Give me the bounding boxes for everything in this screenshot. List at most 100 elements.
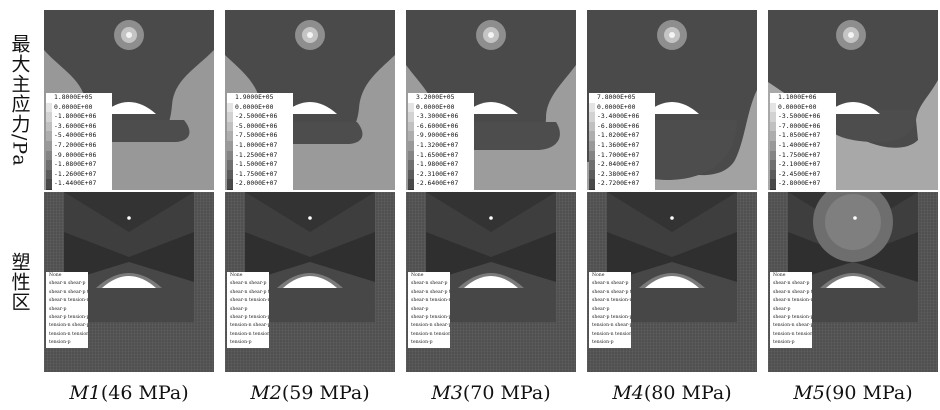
row-label-stress: 最大主应力/Pa — [8, 33, 31, 167]
legend-value: -2.7200E+07 — [597, 179, 640, 188]
row-label-plastic: 塑性区 — [8, 252, 31, 312]
legend-value: -1.0800E+07 — [54, 160, 97, 169]
plastic-legend-entry: tension-n shear-p tension-p — [411, 323, 450, 329]
legend-swatch — [46, 93, 52, 103]
stress-legend-entry: -9.0000E+06 — [46, 150, 112, 161]
plastic-panel-m1: None shear-n shear-p shear-n shear-p tensi… — [44, 192, 214, 372]
legend-swatch — [589, 140, 595, 151]
plastic-legend-entry: None — [49, 273, 62, 278]
legend-value: -3.5000E+06 — [778, 112, 821, 121]
legend-value: -1.7500E+07 — [778, 150, 821, 159]
legend-swatch — [770, 93, 776, 103]
stress-legend-entry: -2.9700E+07 — [408, 188, 474, 190]
stress-legend-entry: 7.8000E+05 — [589, 93, 655, 103]
plastic-legend-entry: tension-n tension-p — [592, 331, 631, 337]
panel-caption: M1(46 MPa) — [44, 382, 214, 404]
stress-panel-m2: 1.9000E+05 0.0000E+00 -2.5000E+06 -5.0000E+… — [225, 10, 395, 190]
stress-legend-entry: -7.2000E+06 — [46, 140, 112, 151]
legend-value: -1.5000E+07 — [235, 160, 278, 169]
legend-value: -9.9000E+06 — [416, 131, 459, 140]
tunnel-opening — [826, 102, 880, 114]
plastic-legend-entry: shear-n tension-n shear-p tension-p — [49, 298, 88, 304]
legend-value: -3.6000E+06 — [54, 121, 97, 130]
legend-swatch — [408, 140, 414, 151]
legend-swatch — [46, 179, 52, 189]
legend-swatch — [46, 140, 52, 151]
plastic-legend-entry: tension-n shear-p tension-p — [49, 323, 88, 329]
stress-legend-entry: 0.0000E+00 — [46, 102, 112, 113]
tunnel-opening — [464, 276, 518, 288]
plastic-legend-entry: shear-p — [230, 306, 248, 312]
legend-value: -3.0600E+07 — [597, 189, 639, 190]
legend-swatch — [589, 179, 595, 189]
tunnel-opening — [283, 276, 337, 288]
legend-value: -1.0200E+07 — [597, 131, 640, 140]
plastic-legend: None shear-n shear-p shear-n shear-p tensi… — [770, 272, 812, 348]
stress-legend: 1.1000E+06 0.0000E+00 -3.5000E+06 -7.0000E+… — [770, 93, 836, 190]
plastic-legend-entry: tension-n shear-p tension-p — [773, 323, 812, 329]
stress-legend-entry: -1.4000E+07 — [770, 140, 836, 151]
legend-value: -7.0000E+06 — [778, 121, 821, 130]
stress-legend-entry: -1.0800E+07 — [46, 160, 112, 170]
tunnel-opening — [645, 102, 699, 114]
legend-value: 1.8000E+05 — [54, 93, 93, 101]
legend-swatch — [770, 179, 776, 189]
plastic-panel-m2: None shear-n shear-p shear-n shear-p tensi… — [225, 192, 395, 372]
stress-legend-entry: -2.4500E+07 — [770, 169, 836, 180]
stress-legend-entry: -2.1000E+07 — [770, 160, 836, 170]
plastic-legend-entry: shear-p tension-p — [49, 314, 88, 320]
plastic-legend-entry: shear-p tension-p — [773, 314, 812, 320]
plastic-legend-entry: shear-n shear-p tension-p — [411, 289, 450, 295]
stress-panel-m5: 1.1000E+06 0.0000E+00 -3.5000E+06 -7.0000E+… — [768, 10, 938, 190]
legend-swatch — [408, 121, 414, 132]
stress-legend-entry: -1.6500E+07 — [408, 150, 474, 161]
stress-legend-entry: -2.3800E+07 — [589, 169, 655, 180]
stress-legend-entry: 0.0000E+00 — [408, 102, 474, 113]
stress-panel-m1: 1.8000E+05 0.0000E+00 -1.8000E+06 -3.6000E+… — [44, 10, 214, 190]
plastic-legend-entry: tension-n shear-p tension-p — [230, 323, 269, 329]
plastic-legend-entry: shear-n tension-n shear-p tension-p — [411, 298, 450, 304]
stress-legend-entry: -2.7200E+07 — [589, 179, 655, 189]
legend-value: -2.0400E+07 — [597, 160, 640, 169]
stress-legend-entry: -3.5000E+06 — [770, 112, 836, 122]
strength-label: (70 MPa) — [462, 382, 551, 404]
stress-legend-entry: -2.0400E+07 — [589, 160, 655, 170]
stress-legend-entry: -3.4000E+06 — [589, 112, 655, 122]
stress-legend-entry: -1.4400E+07 — [46, 179, 112, 189]
stress-legend-entry: -1.0200E+07 — [589, 131, 655, 141]
plastic-legend-entry: shear-n shear-p — [49, 281, 86, 287]
stress-legend-entry: -1.3200E+07 — [408, 140, 474, 151]
tunnel-opening — [645, 276, 699, 288]
legend-swatch — [408, 93, 414, 103]
stress-legend-entry: -2.8000E+07 — [770, 179, 836, 189]
legend-value: -1.6200E+07 — [54, 189, 96, 190]
legend-value: 3.2000E+05 — [416, 93, 455, 101]
plastic-legend-entry: tension-p — [230, 340, 252, 346]
plastic-legend-entry: None — [230, 273, 243, 278]
legend-value: -1.4400E+07 — [54, 179, 97, 188]
plastic-legend: None shear-n shear-p shear-n shear-p tensi… — [589, 272, 631, 348]
plastic-legend-entry: shear-n tension-n shear-p tension-p — [230, 298, 269, 304]
legend-swatch — [408, 160, 414, 170]
strength-label: (46 MPa) — [100, 382, 189, 404]
legend-value: -1.2600E+07 — [54, 169, 97, 178]
stress-legend-entry: -1.9800E+07 — [408, 160, 474, 170]
legend-value: -2.6400E+07 — [416, 179, 459, 188]
legend-swatch — [589, 121, 595, 132]
strength-label: (59 MPa) — [281, 382, 370, 404]
legend-value: -9.0000E+06 — [54, 150, 97, 159]
legend-value: -2.5000E+06 — [235, 112, 278, 121]
legend-swatch — [227, 102, 233, 113]
panel-caption: M4(80 MPa) — [587, 382, 757, 404]
legend-value: -2.9700E+07 — [416, 189, 458, 190]
plastic-legend-entry: shear-n shear-p — [592, 281, 629, 287]
legend-value: -7.2000E+06 — [54, 140, 97, 149]
model-label: M3 — [431, 382, 463, 404]
legend-value: 1.9000E+05 — [235, 93, 274, 101]
tunnel-opening — [102, 102, 156, 114]
legend-value: 1.1000E+06 — [778, 93, 817, 101]
legend-swatch — [227, 93, 233, 103]
legend-swatch — [408, 102, 414, 113]
legend-value: -1.8000E+06 — [54, 112, 97, 121]
legend-swatch — [46, 188, 52, 190]
